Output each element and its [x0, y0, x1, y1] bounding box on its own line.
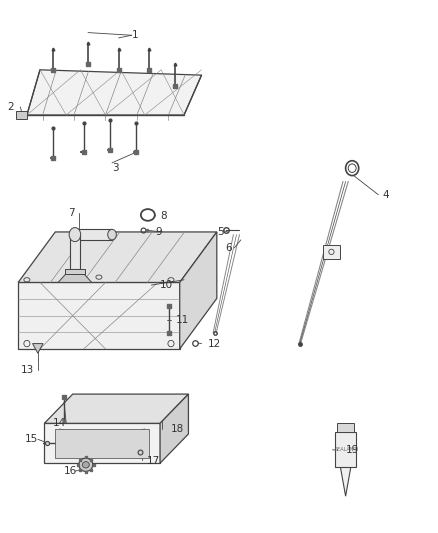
Text: 17: 17 — [147, 456, 160, 465]
Polygon shape — [16, 111, 27, 119]
Text: 19: 19 — [346, 445, 359, 455]
Polygon shape — [160, 394, 188, 463]
Text: 6: 6 — [226, 243, 232, 253]
Text: 14: 14 — [53, 418, 66, 429]
Ellipse shape — [79, 458, 93, 471]
Text: 5: 5 — [217, 227, 223, 237]
Ellipse shape — [108, 229, 117, 240]
Text: 9: 9 — [155, 227, 162, 237]
Text: 15: 15 — [25, 434, 38, 445]
Polygon shape — [27, 70, 201, 115]
Text: 4: 4 — [383, 190, 389, 200]
Polygon shape — [335, 432, 356, 467]
Text: 18: 18 — [171, 424, 184, 434]
FancyBboxPatch shape — [323, 245, 340, 259]
Text: 13: 13 — [20, 365, 34, 375]
Text: 8: 8 — [160, 211, 167, 221]
Text: 10: 10 — [160, 280, 173, 290]
Ellipse shape — [82, 462, 89, 468]
Polygon shape — [75, 229, 112, 240]
Polygon shape — [340, 467, 351, 496]
Polygon shape — [337, 423, 354, 432]
Text: 3: 3 — [112, 163, 119, 173]
Text: 1: 1 — [132, 30, 138, 41]
Polygon shape — [18, 232, 217, 282]
Polygon shape — [18, 282, 180, 349]
Text: SEALANT: SEALANT — [334, 447, 357, 452]
Text: 12: 12 — [208, 338, 221, 349]
Ellipse shape — [69, 228, 81, 241]
Polygon shape — [44, 423, 160, 463]
Polygon shape — [32, 344, 43, 353]
Polygon shape — [55, 429, 149, 458]
Polygon shape — [65, 269, 85, 274]
Polygon shape — [180, 232, 217, 349]
Polygon shape — [58, 274, 92, 282]
Text: 11: 11 — [175, 314, 189, 325]
Text: 7: 7 — [68, 208, 75, 219]
Text: 16: 16 — [64, 466, 77, 476]
Text: 2: 2 — [7, 102, 14, 112]
Polygon shape — [70, 235, 80, 269]
Polygon shape — [44, 394, 188, 423]
